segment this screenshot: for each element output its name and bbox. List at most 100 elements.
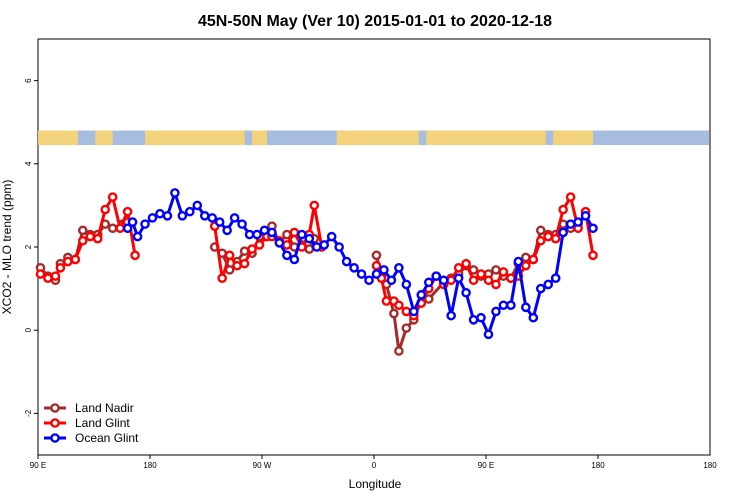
data-point	[528, 254, 539, 265]
legend-marker	[50, 433, 60, 443]
legend-marker	[50, 418, 60, 428]
data-point	[232, 260, 242, 271]
data-point	[416, 290, 427, 300]
data-point	[394, 346, 404, 356]
data-point	[543, 231, 554, 242]
data-point	[565, 192, 576, 202]
data-point	[304, 244, 315, 254]
data-point	[431, 271, 442, 281]
land-ocean-strip	[38, 130, 709, 146]
data-point	[438, 275, 449, 286]
data-point	[381, 296, 392, 306]
data-point	[461, 287, 471, 298]
legend-label: Ocean Glint	[75, 431, 139, 445]
data-point	[521, 302, 531, 313]
data-point	[349, 262, 359, 273]
data-point	[127, 217, 138, 227]
data-point	[222, 225, 232, 236]
y-tick-label: 2	[24, 244, 33, 249]
data-point	[483, 329, 494, 340]
data-point	[252, 229, 262, 240]
data-point	[319, 240, 330, 250]
data-point	[371, 260, 382, 271]
data-point	[92, 233, 103, 244]
data-point	[244, 229, 255, 240]
data-point	[304, 233, 315, 244]
data-point	[100, 204, 110, 215]
data-point	[386, 275, 397, 286]
data-point	[122, 206, 133, 217]
data-point	[132, 231, 143, 242]
data-point	[356, 269, 367, 279]
legend-label: Land Nadir	[75, 401, 134, 415]
data-point	[535, 283, 546, 294]
data-point	[297, 229, 307, 240]
legend-label: Land Glint	[75, 416, 130, 430]
data-point	[341, 256, 352, 267]
data-point	[282, 229, 292, 240]
data-point	[267, 227, 277, 238]
data-point	[85, 231, 96, 242]
data-point	[491, 306, 501, 317]
data-point	[423, 294, 434, 304]
data-point	[401, 279, 412, 290]
data-point	[247, 244, 257, 254]
y-tick-label: 0	[24, 327, 33, 332]
data-point	[483, 275, 494, 286]
data-point	[107, 192, 118, 202]
data-point	[311, 242, 322, 252]
data-point	[379, 265, 389, 275]
data-point	[309, 200, 320, 211]
x-tick-label: 90 E	[30, 461, 46, 470]
x-axis: 90 E 180 90 W 0 90 E 180 180	[30, 455, 717, 470]
data-point	[155, 208, 165, 219]
data-point	[50, 271, 61, 281]
data-point	[528, 312, 539, 323]
y-tick-label: 6	[24, 78, 33, 83]
strip-land	[145, 130, 245, 146]
data-point	[334, 242, 344, 252]
data-point	[217, 273, 227, 284]
data-point	[289, 227, 300, 238]
x-axis-label: Longitude	[349, 477, 402, 491]
x-tick-label: 180	[143, 461, 157, 470]
x-tick-label: 180	[703, 461, 717, 470]
strip-land	[336, 130, 419, 146]
strip-land	[38, 130, 78, 146]
data-point	[394, 262, 404, 273]
data-point	[423, 277, 434, 288]
data-point	[468, 314, 479, 325]
data-point	[580, 210, 591, 221]
chart-title: 45N-50N May (Ver 10) 2015-01-01 to 2020-…	[198, 13, 552, 30]
data-point	[476, 269, 486, 279]
data-point	[498, 300, 509, 311]
data-point	[122, 223, 133, 234]
data-point	[115, 223, 125, 234]
data-point	[446, 275, 456, 286]
data-point	[521, 260, 531, 271]
data-point	[588, 223, 598, 234]
data-point	[274, 238, 285, 248]
data-point	[588, 250, 598, 261]
data-point	[506, 273, 516, 284]
data-point	[214, 217, 225, 227]
y-tick-label: 4	[24, 161, 33, 166]
legend-marker	[50, 403, 60, 413]
data-point	[239, 258, 250, 269]
plot-frame	[37, 38, 711, 456]
data-point	[364, 275, 374, 286]
data-point	[401, 306, 412, 317]
data-point	[453, 273, 464, 284]
data-point	[130, 250, 140, 261]
data-point	[282, 240, 292, 250]
data-point	[326, 231, 337, 242]
data-point	[229, 213, 240, 223]
series-line	[126, 191, 595, 336]
y-axis-label: XCO2 - MLO trend (ppm)	[0, 180, 14, 315]
data-point	[506, 300, 516, 311]
data-point	[289, 254, 300, 265]
data-point	[371, 269, 382, 279]
x-tick-label: 90 W	[253, 461, 272, 470]
data-point	[573, 217, 583, 227]
